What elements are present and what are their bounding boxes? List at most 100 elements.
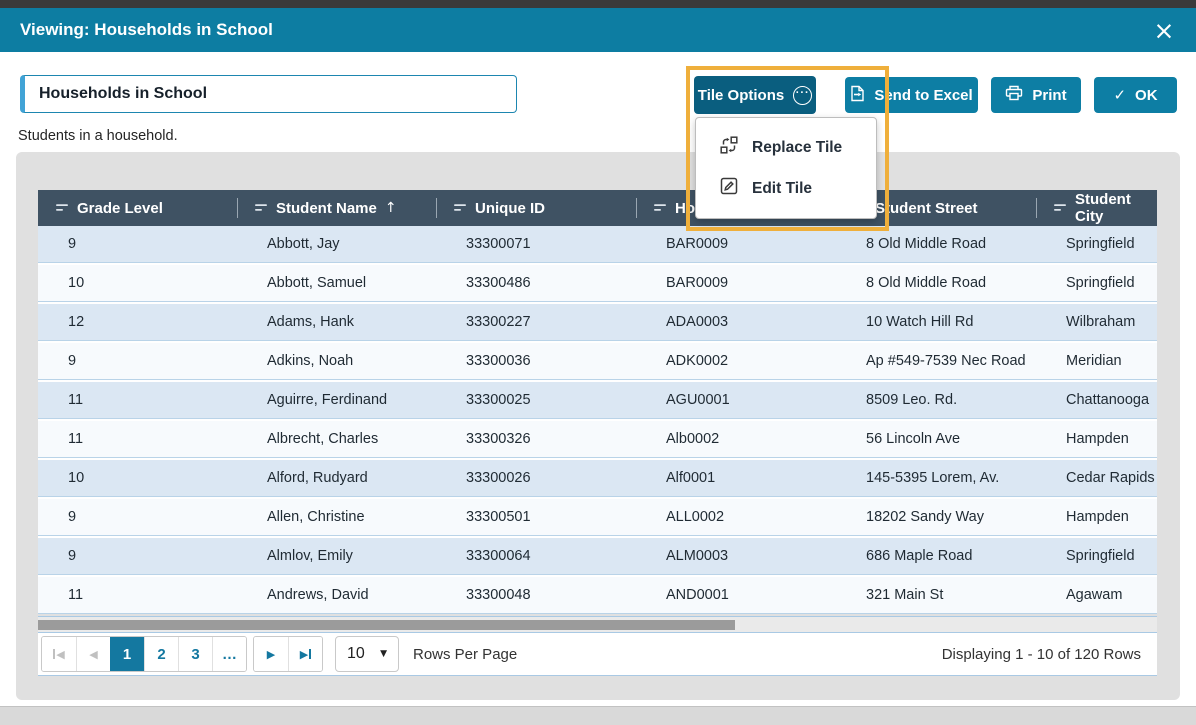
- tile-options-menu: Replace Tile Edit Tile: [695, 117, 877, 219]
- check-icon: ✓: [1113, 86, 1127, 104]
- table-cell: Hampden: [1066, 431, 1129, 447]
- table-cell: 10: [68, 470, 85, 486]
- column-header-grade-level[interactable]: Grade Level: [38, 190, 237, 226]
- next-page-icon: ▶: [266, 647, 276, 661]
- table-cell: 11: [68, 587, 84, 603]
- send-to-excel-label: Send to Excel: [874, 86, 973, 104]
- tile-name-input[interactable]: [20, 75, 517, 113]
- table-cell: 33300486: [466, 275, 531, 291]
- table-cell: 12: [68, 314, 85, 330]
- table-row[interactable]: 9 Adkins, Noah 33300036 ADK0002 Ap #549-7539…: [38, 343, 1157, 380]
- table-cell: ALL0002: [666, 509, 725, 525]
- pagination-bar: ◀ ◀ 1 2 3… ▶ ▶ 10 ▼: [38, 632, 1157, 676]
- rows-per-page-select[interactable]: 10 ▼: [335, 636, 399, 672]
- table-rows: 9 Abbott, Jay 33300071 BAR0009 8 Old Middle …: [38, 226, 1157, 614]
- table-row[interactable]: 12 Adams, Hank 33300227 ADA0003 10 Watch Hil…: [38, 304, 1157, 341]
- tile-options-button[interactable]: Tile Options ···: [694, 76, 816, 114]
- table-cell: 9: [68, 236, 77, 252]
- table-cell: ADA0003: [666, 314, 729, 330]
- page-button-2[interactable]: 2: [144, 637, 178, 671]
- table-row[interactable]: 10 Alford, Rudyard 33300026 Alf0001 145-5395…: [38, 460, 1157, 497]
- scrollbar-thumb[interactable]: [38, 620, 735, 630]
- table-cell: ALM0003: [666, 548, 729, 564]
- print-label: Print: [1032, 86, 1067, 104]
- table-cell: Hampden: [1066, 509, 1129, 525]
- table-cell: 33300048: [466, 587, 531, 603]
- page-button-3[interactable]: 3: [178, 637, 212, 671]
- dialog-titlebar: Viewing: Households in School ×: [0, 8, 1196, 52]
- table-cell: 11: [68, 431, 84, 447]
- sort-ascending-icon: ↑: [384, 200, 397, 216]
- printer-icon: [1005, 85, 1023, 105]
- table-cell: 33300026: [466, 470, 531, 486]
- tile-options-label: Tile Options: [697, 86, 785, 104]
- page-button-…[interactable]: …: [212, 637, 246, 671]
- table-cell: ADK0002: [666, 353, 729, 369]
- column-header-student-city[interactable]: Student City: [1036, 190, 1157, 226]
- background-top-strip: [0, 0, 1196, 8]
- table-cell: 33300036: [466, 353, 531, 369]
- last-page-button[interactable]: ▶: [288, 637, 322, 671]
- table-row[interactable]: 11 Andrews, David 33300048 AND0001 321 Main …: [38, 577, 1157, 614]
- table-cell: Ap #549-7539 Nec Road: [866, 353, 1026, 369]
- table-cell: 9: [68, 548, 77, 564]
- table-cell: 33300326: [466, 431, 531, 447]
- table-row[interactable]: 9 Allen, Christine 33300501 ALL0002 18202 Sa…: [38, 499, 1157, 536]
- pagination-group-main: ◀ ◀ 1 2 3…: [41, 636, 247, 672]
- tile-description: Students in a household.: [18, 128, 178, 144]
- table-cell: Almlov, Emily: [267, 548, 353, 564]
- table-cell: 686 Maple Road: [866, 548, 973, 564]
- first-page-button[interactable]: ◀: [42, 637, 76, 671]
- ok-label: OK: [1135, 86, 1158, 104]
- column-header-unique-id[interactable]: Unique ID: [436, 190, 636, 226]
- pagination-group-forward: ▶ ▶: [253, 636, 323, 672]
- table-cell: Cedar Rapids: [1066, 470, 1155, 486]
- column-header-student-name[interactable]: Student Name ↑: [237, 190, 436, 226]
- table-cell: AGU0001: [666, 392, 730, 408]
- table-cell: 33300227: [466, 314, 531, 330]
- table-cell: 10 Watch Hill Rd: [866, 314, 974, 330]
- table-cell: Abbott, Jay: [267, 236, 340, 252]
- table-cell: 145-5395 Lorem, Av.: [866, 470, 1000, 486]
- table-row[interactable]: 9 Abbott, Jay 33300071 BAR0009 8 Old Middle …: [38, 226, 1157, 263]
- table-cell: Chattanooga: [1066, 392, 1150, 408]
- table-cell: 9: [68, 509, 77, 525]
- table-row[interactable]: 9 Almlov, Emily 33300064 ALM0003 686 Maple R…: [38, 538, 1157, 575]
- table-cell: 8 Old Middle Road: [866, 236, 987, 252]
- table-cell: Andrews, David: [267, 587, 369, 603]
- table-cell: Adkins, Noah: [267, 353, 354, 369]
- table-cell: 10: [68, 275, 85, 291]
- table-row[interactable]: 11 Aguirre, Ferdinand 33300025 AGU0001 8509 …: [38, 382, 1157, 419]
- print-button[interactable]: Print: [991, 77, 1081, 113]
- table-cell: 33300501: [466, 509, 531, 525]
- table-cell: Alf0001: [666, 470, 716, 486]
- menu-item-edit-tile[interactable]: Edit Tile: [696, 168, 876, 209]
- table-cell: Albrecht, Charles: [267, 431, 379, 447]
- table-cell: 33300071: [466, 236, 531, 252]
- chevron-down-icon: ▼: [380, 649, 387, 659]
- table-cell: 11: [68, 392, 84, 408]
- next-page-button[interactable]: ▶: [254, 637, 288, 671]
- table-cell: Adams, Hank: [267, 314, 355, 330]
- close-icon[interactable]: ×: [1153, 15, 1175, 45]
- page-button-1[interactable]: 1: [110, 637, 144, 671]
- table-cell: 321 Main St: [866, 587, 944, 603]
- horizontal-scrollbar[interactable]: [38, 616, 1157, 632]
- send-to-excel-button[interactable]: Send to Excel: [845, 77, 978, 113]
- table-cell: 33300025: [466, 392, 531, 408]
- filter-icon: [56, 203, 69, 213]
- table-cell: 33300064: [466, 548, 531, 564]
- table-row[interactable]: 11 Albrecht, Charles 33300326 Alb0002 56 Lin…: [38, 421, 1157, 458]
- ok-button[interactable]: ✓ OK: [1094, 77, 1177, 113]
- table-cell: AND0001: [666, 587, 729, 603]
- rows-per-page-label: Rows Per Page: [413, 645, 518, 663]
- first-page-icon: ◀: [53, 648, 65, 661]
- table-cell: 8 Old Middle Road: [866, 275, 987, 291]
- menu-item-replace-tile[interactable]: Replace Tile: [696, 127, 876, 168]
- previous-page-button[interactable]: ◀: [76, 637, 110, 671]
- table-row[interactable]: 10 Abbott, Samuel 33300486 BAR0009 8 Old Mid…: [38, 265, 1157, 302]
